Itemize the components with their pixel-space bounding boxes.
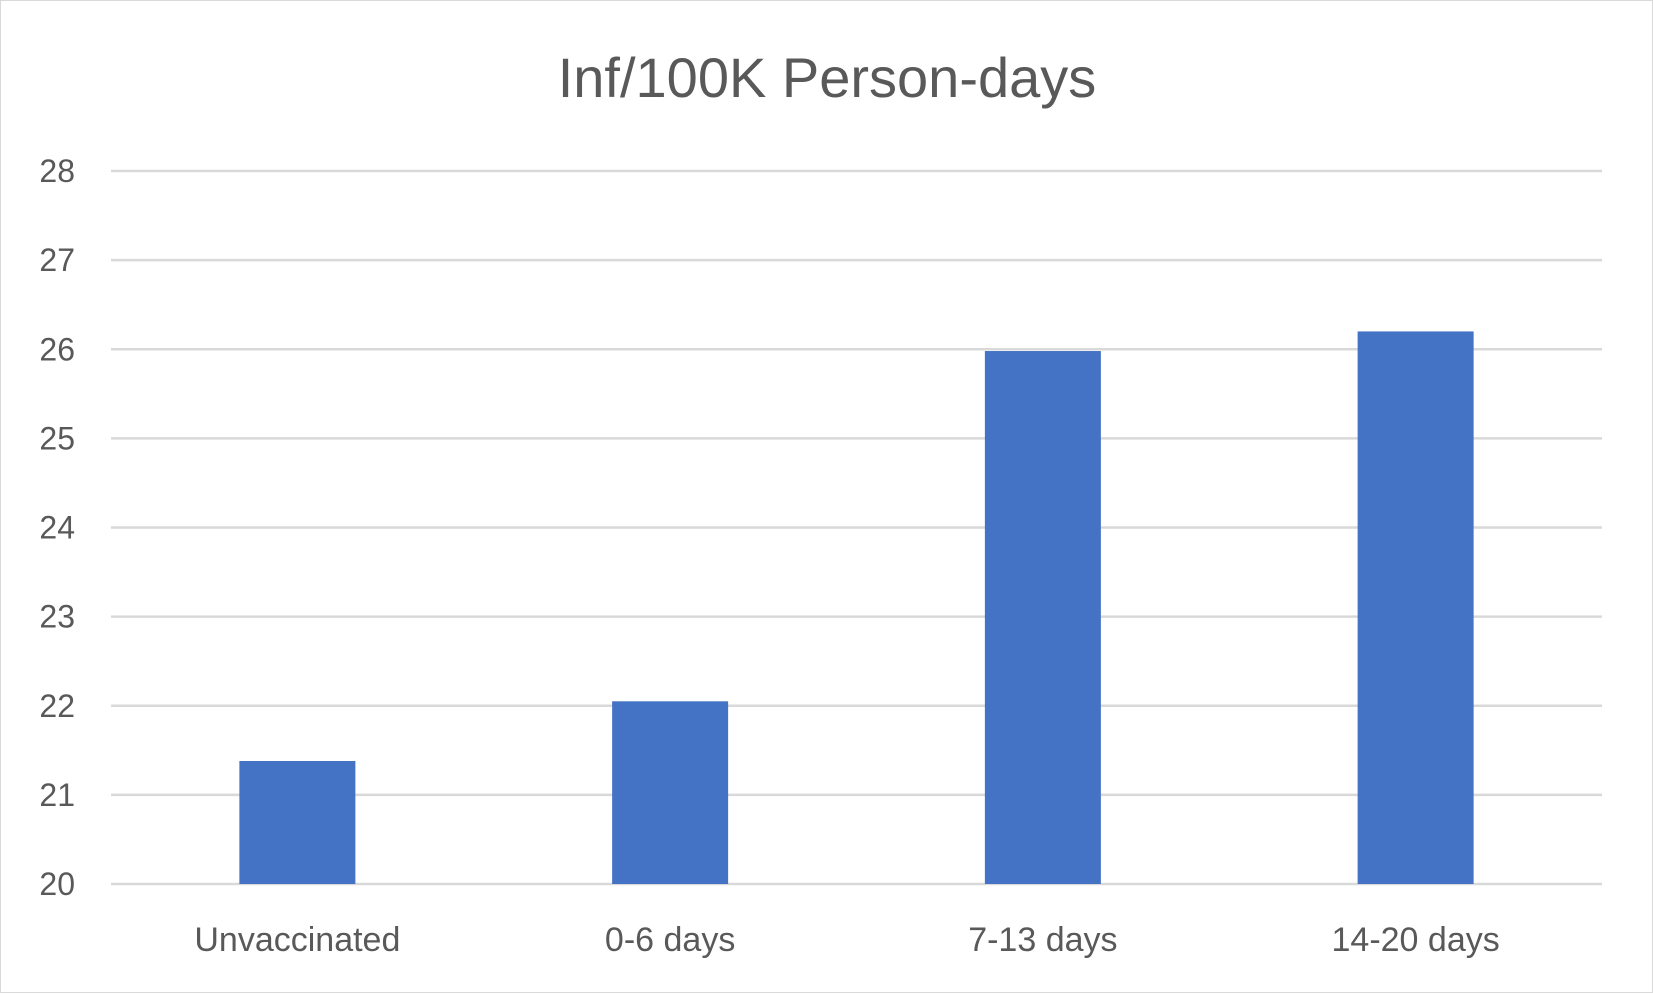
x-category-label: Unvaccinated bbox=[194, 921, 400, 959]
bars bbox=[239, 331, 1474, 885]
bar-unvaccinated bbox=[239, 761, 356, 884]
y-tick-label: 26 bbox=[39, 331, 75, 367]
y-tick-label: 23 bbox=[39, 599, 75, 635]
y-tick-label: 27 bbox=[39, 242, 75, 278]
y-tick-label: 21 bbox=[39, 777, 75, 813]
y-tick-label: 28 bbox=[39, 153, 75, 189]
y-axis-ticks: 20 21 22 23 24 25 26 27 28 bbox=[39, 153, 75, 902]
bar-14-20-days bbox=[1357, 331, 1474, 884]
bar-0-6-days bbox=[612, 701, 729, 884]
bar-7-13-days bbox=[984, 351, 1101, 885]
y-tick-label: 24 bbox=[39, 510, 75, 546]
x-category-label: 0-6 days bbox=[605, 921, 735, 959]
x-category-label: 7-13 days bbox=[968, 921, 1117, 959]
y-tick-label: 20 bbox=[39, 866, 75, 902]
y-tick-label: 22 bbox=[39, 688, 75, 724]
x-category-label: 14-20 days bbox=[1332, 921, 1500, 959]
gridlines bbox=[111, 169, 1602, 886]
x-axis-categories: Unvaccinated 0-6 days 7-13 days 14-20 days bbox=[194, 921, 1499, 959]
y-tick-label: 25 bbox=[39, 420, 75, 456]
chart-title: Inf/100K Person-days bbox=[558, 46, 1097, 109]
